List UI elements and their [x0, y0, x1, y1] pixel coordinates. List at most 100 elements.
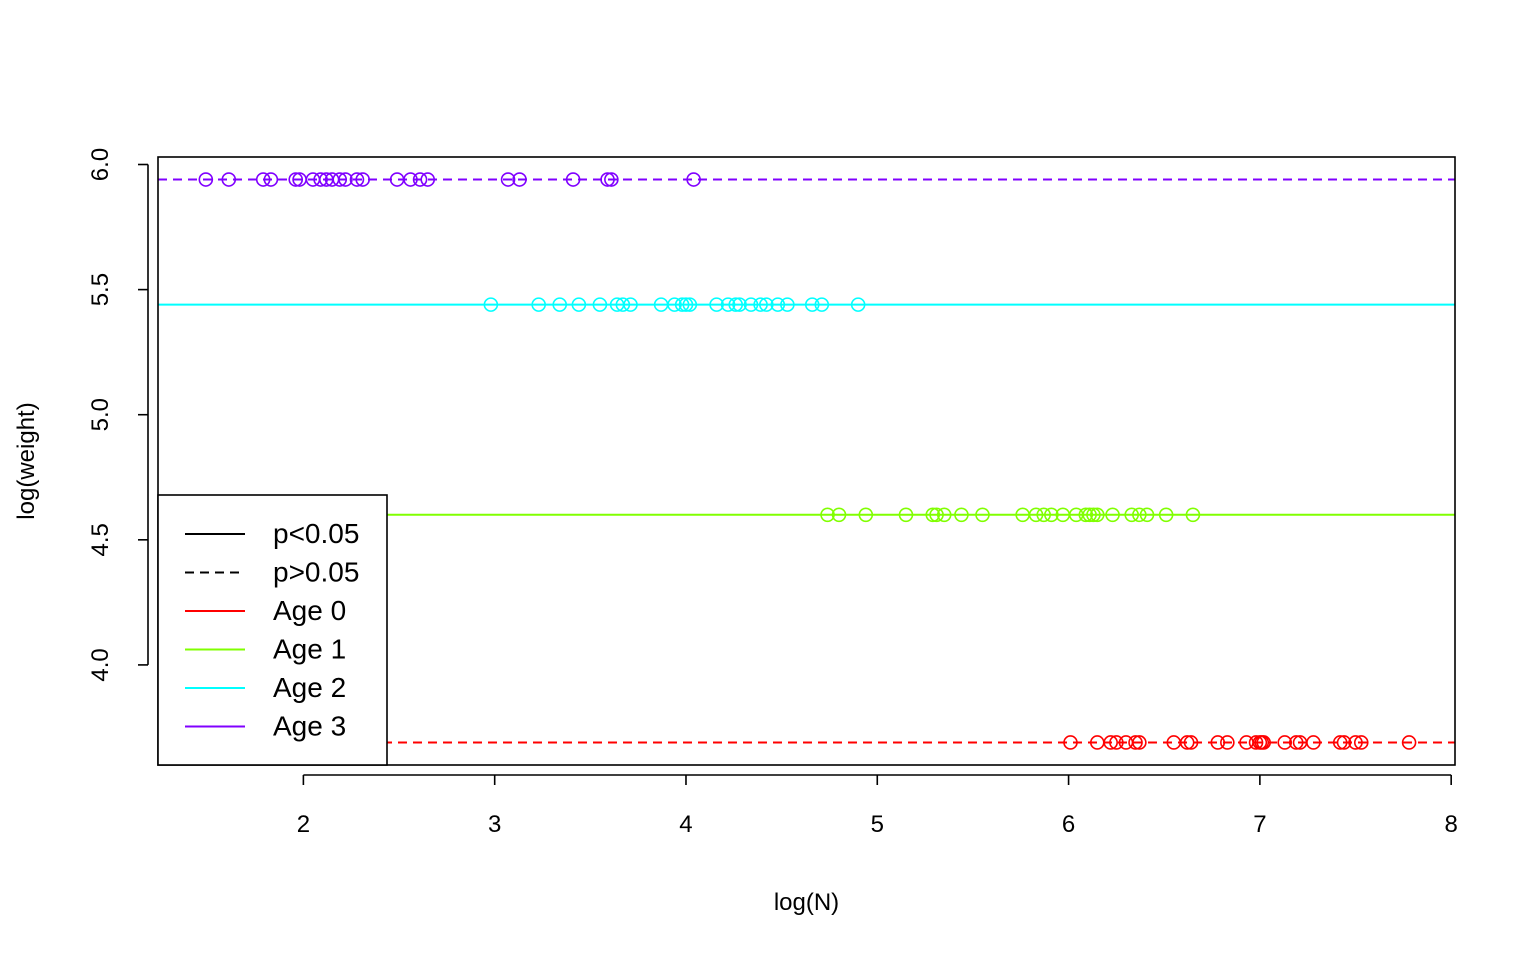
data-point-age-3 — [565, 172, 581, 187]
data-point-age-1 — [1105, 507, 1120, 523]
data-point-age-0 — [1401, 735, 1417, 750]
x-tick-label: 4 — [679, 811, 692, 838]
data-point-age-2 — [728, 297, 744, 312]
data-point-age-2 — [483, 297, 499, 312]
data-point-age-2 — [720, 297, 736, 312]
legend-box — [157, 494, 388, 766]
data-point-age-2 — [667, 297, 682, 312]
data-point-age-0 — [1179, 735, 1195, 750]
y-tick-label: 4.0 — [87, 648, 114, 681]
data-point-age-3 — [403, 172, 418, 187]
data-point-age-3 — [288, 172, 304, 187]
x-tick-label: 5 — [871, 811, 884, 838]
data-point-age-0 — [1183, 735, 1199, 750]
data-point-age-3 — [198, 172, 214, 187]
data-point-age-2 — [770, 297, 786, 312]
data-point-age-3 — [500, 172, 516, 187]
data-point-age-2 — [571, 297, 587, 312]
series-layer — [158, 172, 1455, 750]
data-point-age-1 — [820, 507, 835, 523]
data-point-age-0 — [1109, 735, 1124, 750]
data-point-age-2 — [753, 297, 768, 312]
data-point-age-0 — [1288, 735, 1304, 750]
data-point-age-0 — [1103, 735, 1118, 750]
legend-label: p<0.05 — [273, 518, 359, 549]
y-tick-label: 6.0 — [87, 148, 114, 181]
x-tick-label: 7 — [1253, 811, 1266, 838]
y-tick-label: 5.0 — [87, 398, 114, 431]
legend-label: Age 1 — [273, 634, 346, 665]
data-point-age-1 — [936, 507, 952, 523]
data-point-age-0 — [1128, 735, 1143, 750]
legend-label: Age 0 — [273, 595, 346, 626]
data-point-age-3 — [420, 172, 436, 187]
data-point-age-3 — [349, 172, 365, 187]
data-point-age-1 — [831, 507, 847, 523]
data-point-age-0 — [1256, 735, 1272, 750]
data-point-age-2 — [732, 297, 747, 312]
data-point-age-3 — [332, 172, 348, 187]
data-point-age-3 — [686, 172, 701, 187]
data-point-age-1 — [1086, 507, 1101, 523]
data-point-age-3 — [255, 172, 271, 187]
data-point-age-1 — [1078, 507, 1094, 523]
axes-layer: 2 3 4 5 6 7 8 4.0 4.5 5.0 5.5 6.0 — [87, 148, 1458, 838]
data-point-age-3 — [313, 172, 328, 187]
data-point-age-0 — [1277, 735, 1293, 750]
x-tick-label: 8 — [1444, 811, 1457, 838]
data-point-age-1 — [898, 507, 914, 523]
data-point-age-1 — [929, 507, 944, 523]
data-point-age-2 — [531, 297, 546, 312]
data-point-age-3 — [412, 172, 428, 187]
data-point-age-1 — [1139, 507, 1155, 523]
legend-label: Age 3 — [273, 711, 346, 742]
data-point-age-1 — [1132, 507, 1147, 523]
data-point-age-2 — [850, 297, 866, 312]
data-point-age-2 — [780, 297, 795, 312]
data-point-age-2 — [552, 297, 568, 312]
data-point-age-2 — [623, 297, 638, 312]
data-point-age-0 — [1332, 735, 1348, 750]
data-point-age-2 — [814, 297, 830, 312]
data-point-age-2 — [592, 297, 608, 312]
data-point-age-2 — [615, 297, 631, 312]
data-point-age-3 — [355, 172, 370, 187]
x-axis-label: log(N) — [774, 889, 839, 916]
legend: p<0.05 p>0.05 Age 0 Age 1 Age 2 Age 3 — [157, 494, 388, 766]
data-point-age-0 — [1132, 735, 1147, 750]
data-point-age-1 — [975, 507, 990, 523]
x-tick-label: 2 — [297, 811, 310, 838]
data-point-age-1 — [925, 507, 941, 523]
plot-frame — [157, 156, 1456, 766]
x-tick-label: 6 — [1062, 811, 1075, 838]
data-point-age-2 — [678, 297, 694, 312]
data-point-age-1 — [1082, 507, 1097, 523]
x-tick-label: 3 — [488, 811, 501, 838]
data-point-age-3 — [221, 172, 237, 187]
data-point-age-0 — [1220, 735, 1235, 750]
data-point-age-1 — [1185, 507, 1201, 523]
data-point-age-3 — [263, 172, 279, 187]
data-point-age-1 — [858, 507, 874, 523]
data-point-age-0 — [1210, 735, 1226, 750]
y-tick-label: 4.5 — [87, 523, 114, 556]
legend-label: p>0.05 — [273, 557, 359, 588]
data-point-age-1 — [1044, 507, 1059, 523]
data-point-age-0 — [1348, 735, 1363, 750]
data-point-age-2 — [743, 297, 759, 312]
data-point-age-2 — [709, 297, 724, 312]
data-point-age-1 — [954, 507, 969, 523]
data-point-age-0 — [1306, 735, 1321, 750]
data-point-age-2 — [674, 297, 690, 312]
data-point-age-0 — [1353, 735, 1369, 750]
data-point-age-2 — [759, 297, 774, 312]
data-point-age-1 — [1089, 507, 1105, 523]
legend-label: Age 2 — [273, 672, 346, 703]
data-point-age-3 — [600, 172, 615, 187]
data-point-age-3 — [338, 172, 353, 187]
y-axis-label: log(weight) — [13, 402, 40, 519]
data-point-age-2 — [804, 297, 820, 312]
data-point-age-1 — [1158, 507, 1174, 523]
data-point-age-1 — [1028, 507, 1044, 523]
